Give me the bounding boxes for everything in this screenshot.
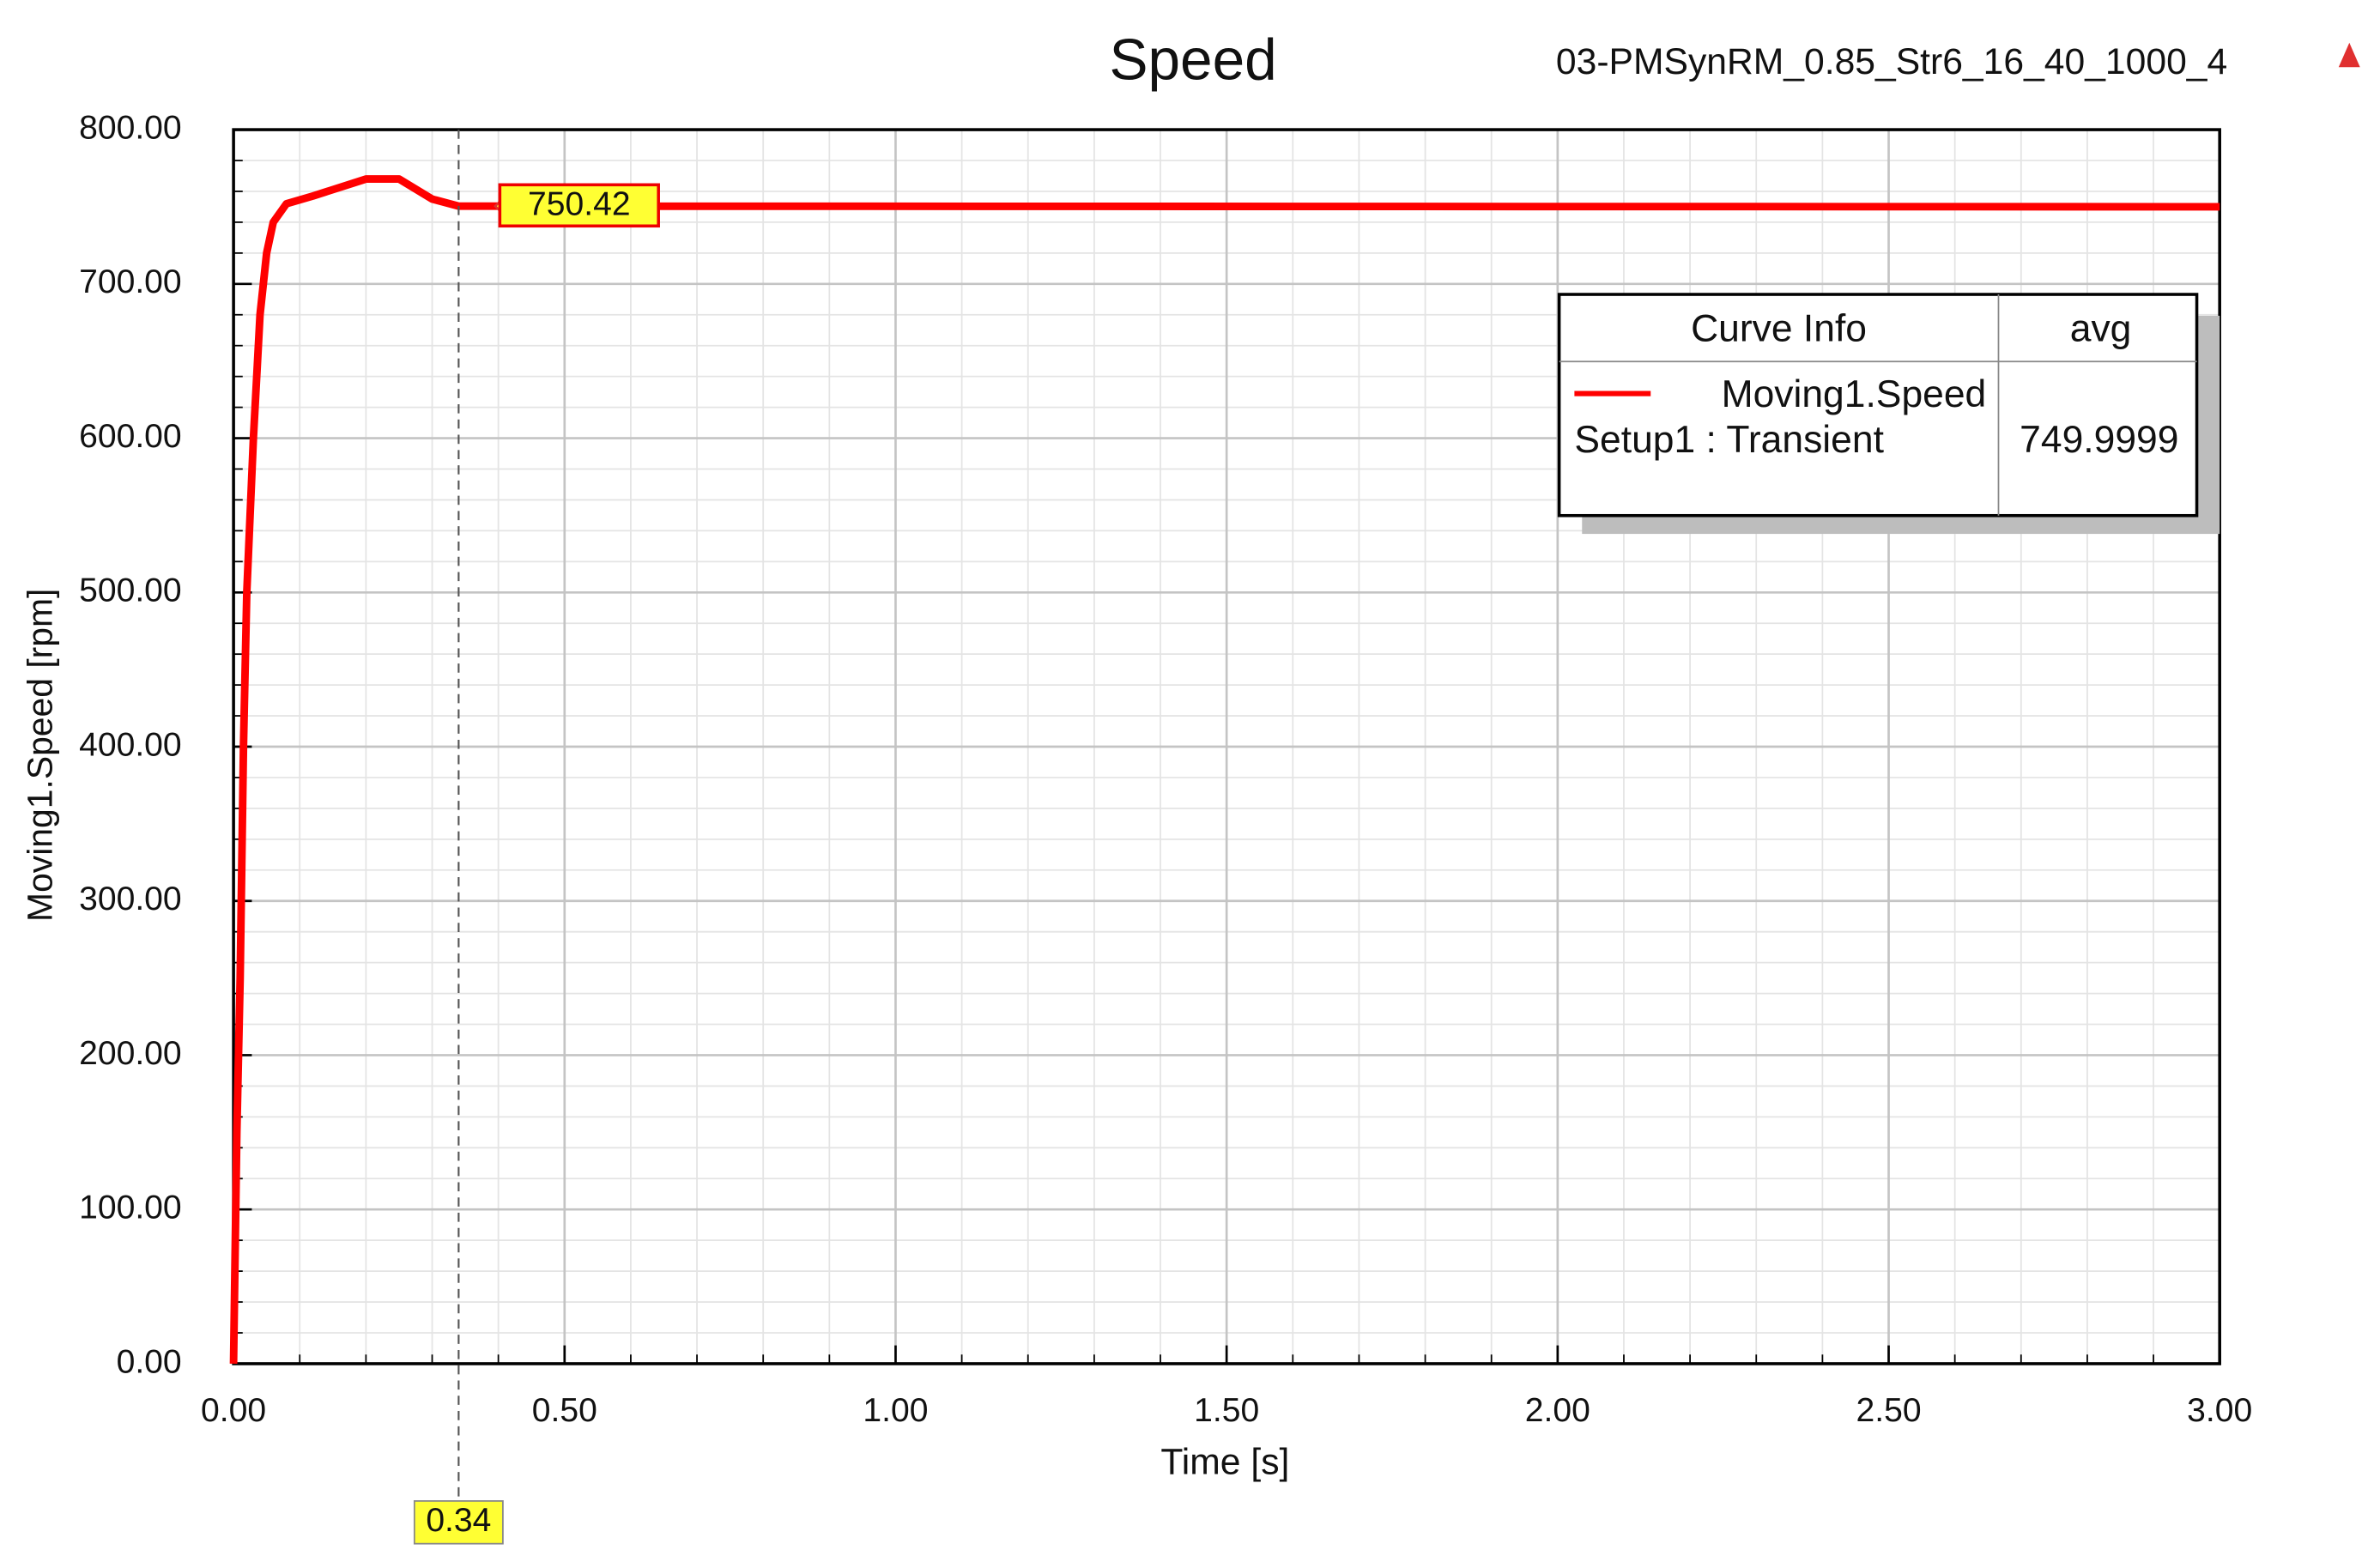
legend-box	[1557, 293, 2199, 518]
chart-title: Speed	[1109, 27, 1276, 92]
series-line	[229, 175, 2220, 1365]
plot	[229, 130, 2220, 1503]
cursor-x-label: 0.34	[426, 1502, 491, 1539]
x-tick-label: 3.00	[2187, 1392, 2252, 1429]
cursor-x-box	[413, 1500, 504, 1545]
x-tick-label: 2.00	[1525, 1392, 1590, 1429]
legend-header: Curve Info	[1691, 307, 1867, 349]
chart-subtitle: 03-PMSynRM_0.85_Str6_16_40_1000_4	[1556, 41, 2227, 82]
x-axis-label: Time [s]	[1160, 1442, 1289, 1483]
x-tick-label: 1.50	[1194, 1392, 1259, 1429]
cursor-value-label: 750.42	[528, 186, 631, 223]
y-axis-label: Moving1.Speed [rpm]	[21, 589, 60, 922]
legend-setup: Setup1 : Transient	[1574, 419, 1884, 461]
legend-stat-header: avg	[2070, 307, 2132, 349]
x-tick-label: 0.50	[532, 1392, 597, 1429]
legend-entry: Moving1.Speed	[1722, 373, 1987, 415]
x-tick-label: 2.50	[1856, 1392, 1921, 1429]
x-tick-label: 0.00	[201, 1392, 266, 1429]
y-tick-label: 600.00	[79, 418, 182, 455]
y-tick-label: 400.00	[79, 726, 182, 763]
y-tick-label: 800.00	[79, 109, 182, 146]
plot-frame	[232, 128, 2221, 1365]
y-tick-label: 300.00	[79, 881, 182, 917]
logo	[2338, 42, 2360, 68]
y-tick-label: 500.00	[79, 572, 182, 609]
y-tick-label: 200.00	[79, 1035, 182, 1072]
y-tick-label: 700.00	[79, 263, 182, 300]
cursor-value-box	[498, 183, 660, 228]
legend-stat-value: 749.9999	[2020, 419, 2178, 461]
x-tick-label: 1.00	[863, 1392, 928, 1429]
y-tick-label: 0.00	[117, 1343, 182, 1380]
y-tick-label: 100.00	[79, 1190, 182, 1226]
